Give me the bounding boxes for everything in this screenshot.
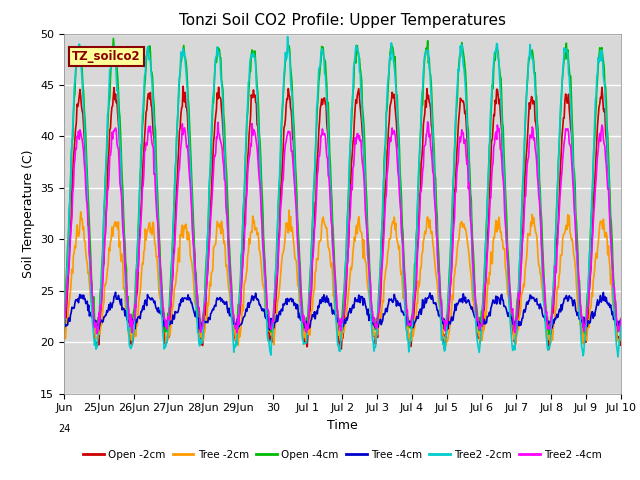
Open -2cm [401, 278, 408, 284]
Tree2 -2cm [255, 142, 263, 147]
Open -2cm [256, 161, 264, 167]
Tree -4cm [401, 312, 408, 318]
Line: Open -2cm: Open -2cm [64, 86, 621, 349]
Text: 24: 24 [58, 424, 70, 434]
Tree2 -2cm [125, 342, 133, 348]
Tree -2cm [617, 332, 625, 337]
Line: Tree -4cm: Tree -4cm [64, 292, 621, 330]
Legend: Open -2cm, Tree -2cm, Open -4cm, Tree -4cm, Tree2 -2cm, Tree2 -4cm: Open -2cm, Tree -2cm, Open -4cm, Tree -4… [79, 445, 606, 464]
Open -4cm [545, 332, 553, 337]
Tree -4cm [617, 325, 625, 331]
Open -2cm [545, 346, 553, 352]
Tree2 -2cm [401, 295, 408, 300]
Open -4cm [228, 310, 236, 315]
Tree2 -2cm [60, 326, 68, 332]
Tree -4cm [126, 317, 134, 323]
Open -4cm [60, 311, 68, 316]
Tree -2cm [433, 275, 440, 280]
Tree2 -2cm [617, 323, 625, 328]
Tree2 -4cm [228, 302, 236, 308]
Tree2 -4cm [256, 182, 264, 188]
Open -2cm [179, 84, 187, 89]
Tree -2cm [285, 207, 293, 213]
Tree2 -4cm [617, 316, 625, 322]
Tree2 -2cm [432, 211, 440, 216]
Line: Tree2 -4cm: Tree2 -4cm [64, 122, 621, 334]
Open -4cm [617, 316, 625, 322]
Open -2cm [277, 183, 285, 189]
Tree -4cm [277, 307, 285, 312]
Tree2 -2cm [614, 354, 621, 360]
Title: Tonzi Soil CO2 Profile: Upper Temperatures: Tonzi Soil CO2 Profile: Upper Temperatur… [179, 13, 506, 28]
Tree2 -4cm [277, 201, 285, 206]
Tree -4cm [228, 317, 236, 323]
Tree -4cm [432, 300, 440, 306]
Open -4cm [277, 139, 285, 145]
Tree -2cm [60, 326, 68, 332]
Tree2 -4cm [433, 232, 440, 238]
Open -4cm [126, 319, 134, 324]
Tree2 -4cm [401, 273, 408, 278]
Tree -4cm [477, 327, 484, 333]
Tree2 -2cm [284, 34, 291, 39]
Tree2 -4cm [424, 119, 431, 125]
Open -2cm [617, 333, 625, 338]
Tree -4cm [60, 318, 68, 324]
Tree -2cm [277, 265, 285, 271]
Tree -2cm [401, 310, 409, 315]
Text: TZ_soilco2: TZ_soilco2 [72, 50, 141, 63]
Line: Tree -2cm: Tree -2cm [64, 210, 621, 346]
Open -2cm [125, 329, 133, 335]
Tree -4cm [256, 301, 264, 307]
Tree -2cm [234, 343, 242, 348]
Open -2cm [60, 325, 68, 331]
Open -2cm [228, 312, 236, 318]
Y-axis label: Soil Temperature (C): Soil Temperature (C) [22, 149, 35, 278]
Line: Open -4cm: Open -4cm [64, 38, 621, 335]
Tree2 -2cm [228, 315, 236, 321]
Open -4cm [109, 36, 117, 41]
Open -4cm [256, 138, 264, 144]
Open -4cm [432, 176, 440, 182]
Tree -2cm [256, 249, 264, 254]
Tree -4cm [112, 289, 120, 295]
X-axis label: Time: Time [327, 419, 358, 432]
Tree2 -4cm [93, 331, 100, 336]
Tree2 -4cm [60, 315, 68, 321]
Line: Tree2 -2cm: Tree2 -2cm [64, 36, 621, 357]
Open -4cm [401, 267, 408, 273]
Tree -2cm [228, 309, 236, 315]
Tree2 -2cm [276, 148, 284, 154]
Tree -2cm [125, 320, 133, 326]
Open -2cm [432, 205, 440, 211]
Tree2 -4cm [126, 324, 134, 330]
